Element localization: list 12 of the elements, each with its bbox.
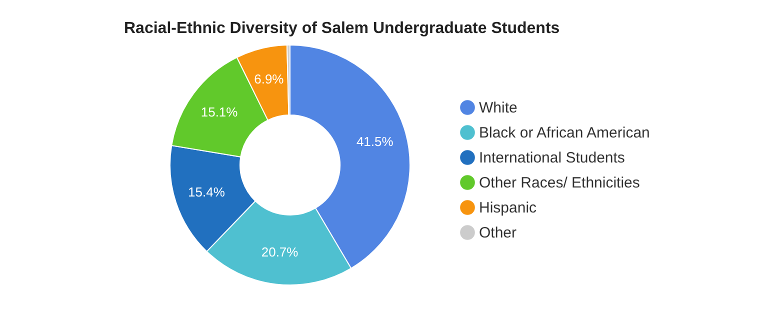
legend-label: White	[479, 100, 518, 116]
data-label: 15.1%	[200, 104, 238, 120]
legend-label: Black or African American	[479, 124, 650, 142]
legend-label: International Students	[479, 150, 625, 166]
chart-title: Racial-Ethnic Diversity of Salem Undergraduate Students	[124, 20, 560, 37]
legend-label: Other Races/ Ethnicities	[479, 174, 640, 192]
legend-label: Other	[479, 224, 517, 242]
data-label: 15.4%	[188, 184, 226, 200]
data-label: 6.9%	[254, 72, 284, 87]
legend-label: Hispanic	[479, 200, 538, 216]
data-label: 41.5%	[356, 134, 394, 149]
data-label: 20.7%	[261, 244, 299, 260]
